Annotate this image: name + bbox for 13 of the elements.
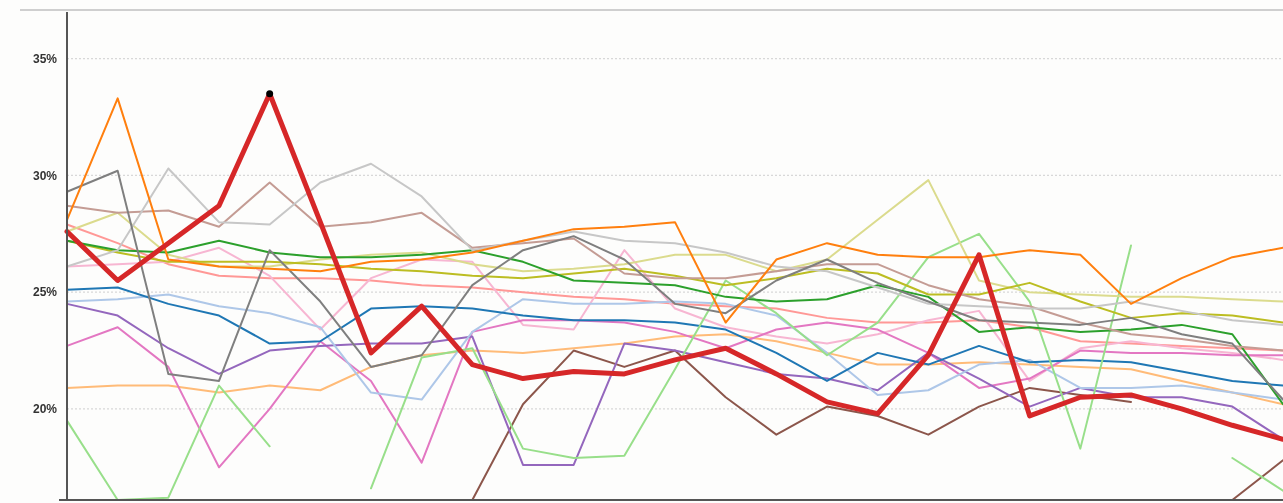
y-tick-label: 20% <box>32 402 58 417</box>
y-tick-label: 35% <box>32 51 58 66</box>
line-series <box>66 286 1283 387</box>
line-series <box>66 239 1283 406</box>
line-series <box>66 162 1283 326</box>
line-series <box>66 181 1283 352</box>
line-series <box>66 293 1283 401</box>
line-series <box>66 333 1283 406</box>
y-tick-label: 25% <box>32 285 58 300</box>
line-series <box>66 179 1283 303</box>
y-tick-label: 30% <box>32 168 58 183</box>
line-series <box>66 169 1283 401</box>
line-series <box>66 97 1283 324</box>
